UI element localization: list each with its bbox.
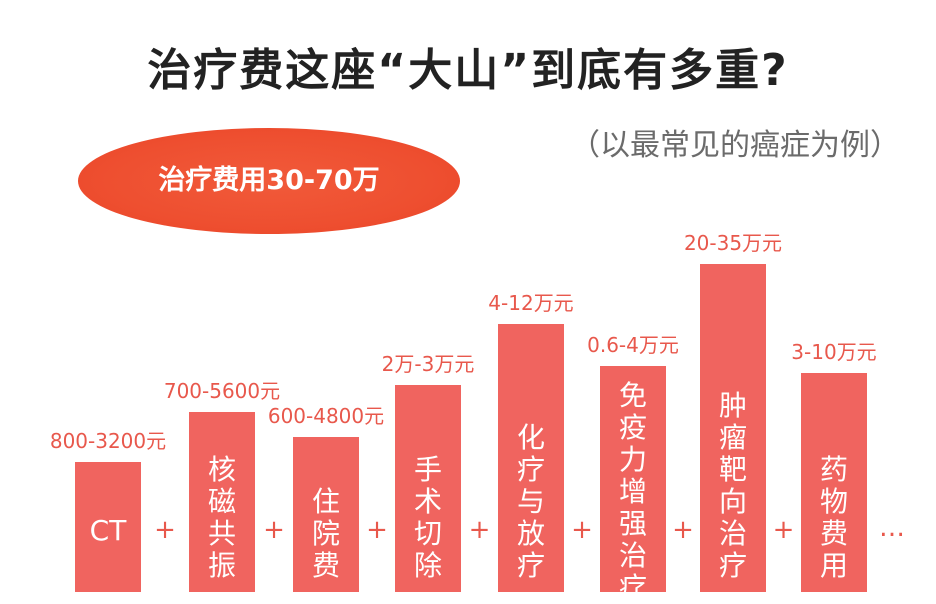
plus-sign-4: + (571, 515, 593, 545)
plus-sign-5: + (672, 515, 694, 545)
value-label-4: 4-12万元 (488, 291, 573, 315)
value-label-3: 2万-3万元 (382, 352, 475, 376)
bar-3 (395, 385, 461, 592)
plus-sign-1: + (263, 515, 285, 545)
category-label-5: 免疫力增强治疗 (619, 379, 647, 604)
bar-5 (600, 366, 666, 592)
value-label-1: 700-5600元 (164, 379, 280, 403)
category-label-6: 肿瘤靶向治疗 (719, 389, 747, 582)
bar-4 (498, 324, 564, 592)
subtitle: （以最常见的癌症为例） (570, 128, 900, 163)
category-label-3: 手术切除 (414, 453, 442, 582)
value-label-0: 800-3200元 (50, 429, 166, 453)
badge-label: 治疗费用30-70万 (158, 164, 380, 196)
cost-badge: 治疗费用30-70万 (78, 128, 460, 234)
value-label-2: 600-4800元 (268, 404, 384, 428)
bar-0 (75, 462, 141, 592)
bar-2 (293, 437, 359, 592)
category-label-2: 住院费 (312, 485, 340, 582)
ellipsis: … (879, 513, 905, 543)
bar-1 (189, 412, 255, 592)
value-label-7: 3-10万元 (791, 340, 876, 364)
value-label-5: 0.6-4万元 (587, 333, 679, 357)
bar-6 (700, 264, 766, 592)
category-label-7: 药物费用 (820, 453, 848, 582)
plus-sign-3: + (469, 515, 491, 545)
category-label-0: CT (90, 514, 128, 547)
page-title: 治疗费这座“大山”到底有多重? (147, 45, 789, 96)
bar-7 (801, 373, 867, 592)
plus-sign-6: + (773, 515, 795, 545)
value-label-6: 20-35万元 (684, 231, 782, 255)
plus-sign-0: + (154, 515, 176, 545)
plus-sign-2: + (366, 515, 388, 545)
category-label-4: 化疗与放疗 (517, 421, 545, 582)
category-label-1: 核磁共振 (208, 453, 236, 582)
